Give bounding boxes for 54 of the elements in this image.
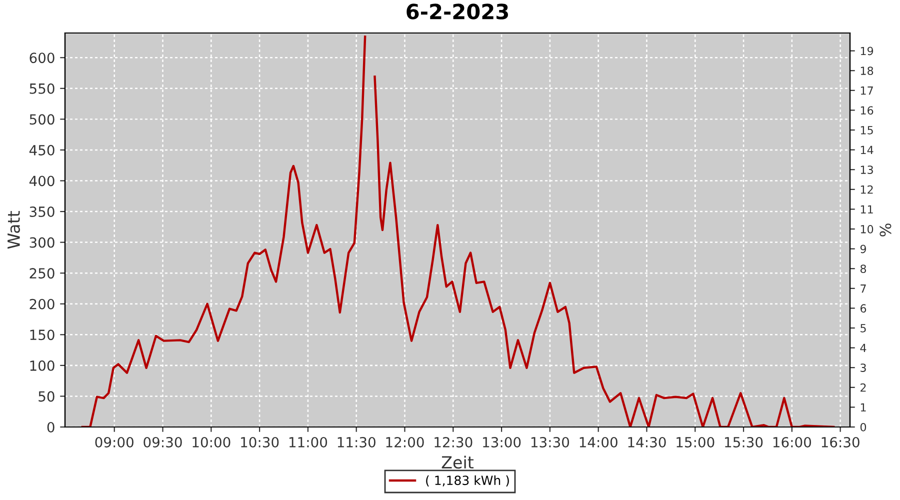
x-axis-title: Zeit	[442, 456, 474, 469]
y2-tick-label: 9	[860, 244, 866, 254]
y-tick-label: 250	[30, 268, 54, 279]
y-tick-label: 500	[30, 114, 54, 125]
x-tick-label: 14:30	[628, 436, 666, 448]
legend-label: ( 1,183 kWh )	[426, 475, 509, 487]
y-tick-label: 150	[30, 330, 54, 340]
y2-tick-label: 14	[860, 146, 874, 154]
y-tick-label: 0	[47, 422, 54, 432]
y2-tick-label: 8	[860, 264, 866, 273]
y2-tick-label: 13	[860, 166, 873, 174]
y2-tick-label: 19	[860, 46, 874, 56]
x-tick-label: 10:00	[192, 436, 230, 448]
x-tick-label: 09:30	[144, 436, 182, 448]
y2-tick-label: 12	[860, 185, 873, 194]
y-tick-label: 350	[30, 206, 54, 218]
y2-tick-label: 10	[860, 224, 874, 234]
x-tick-label: 11:00	[289, 436, 328, 448]
y2-axis-title: %	[880, 224, 892, 236]
y2-tick-label: 6	[860, 304, 866, 313]
x-tick-label: 13:00	[483, 436, 521, 448]
y2-tick-label: 5	[860, 324, 866, 332]
y2-tick-label: 17	[860, 86, 873, 95]
y-tick-label: 600	[30, 52, 54, 64]
y2-tick-label: 4	[860, 344, 866, 352]
chart-title: 6-2-2023	[406, 4, 508, 20]
y-tick-label: 450	[29, 144, 54, 156]
x-tick-label: 16:30	[822, 436, 860, 448]
y2-tick-label: 18	[860, 66, 874, 75]
x-tick-label: 12:30	[434, 436, 472, 448]
x-tick-label: 10:30	[241, 436, 279, 448]
x-tick-label: 11:30	[338, 436, 376, 448]
x-tick-label: 09:00	[95, 436, 134, 448]
y2-tick-label: 16	[860, 106, 874, 115]
x-tick-label: 15:30	[725, 436, 763, 448]
x-tick-label: 12:00	[386, 436, 424, 448]
y-tick-label: 200	[30, 298, 54, 310]
x-tick-label: 16:00	[773, 436, 812, 448]
y-tick-label: 550	[30, 83, 54, 94]
y2-tick-label: 2	[860, 383, 866, 392]
y-tick-label: 400	[29, 176, 54, 186]
y2-tick-label: 1	[860, 403, 866, 412]
x-tick-label: 14:00	[580, 436, 618, 448]
y2-tick-label: 7	[860, 284, 866, 293]
x-tick-label: 13:30	[531, 436, 570, 448]
y-tick-label: 50	[38, 391, 54, 402]
y-axis-title: Watt	[8, 211, 20, 249]
x-tick-label: 15:00	[676, 436, 714, 448]
y2-tick-label: 11	[860, 205, 873, 214]
y2-tick-label: 3	[860, 364, 866, 372]
y2-tick-label: 0	[860, 422, 866, 432]
y2-tick-label: 15	[860, 126, 873, 134]
y-tick-label: 100	[30, 360, 54, 371]
y-tick-label: 300	[30, 237, 54, 248]
